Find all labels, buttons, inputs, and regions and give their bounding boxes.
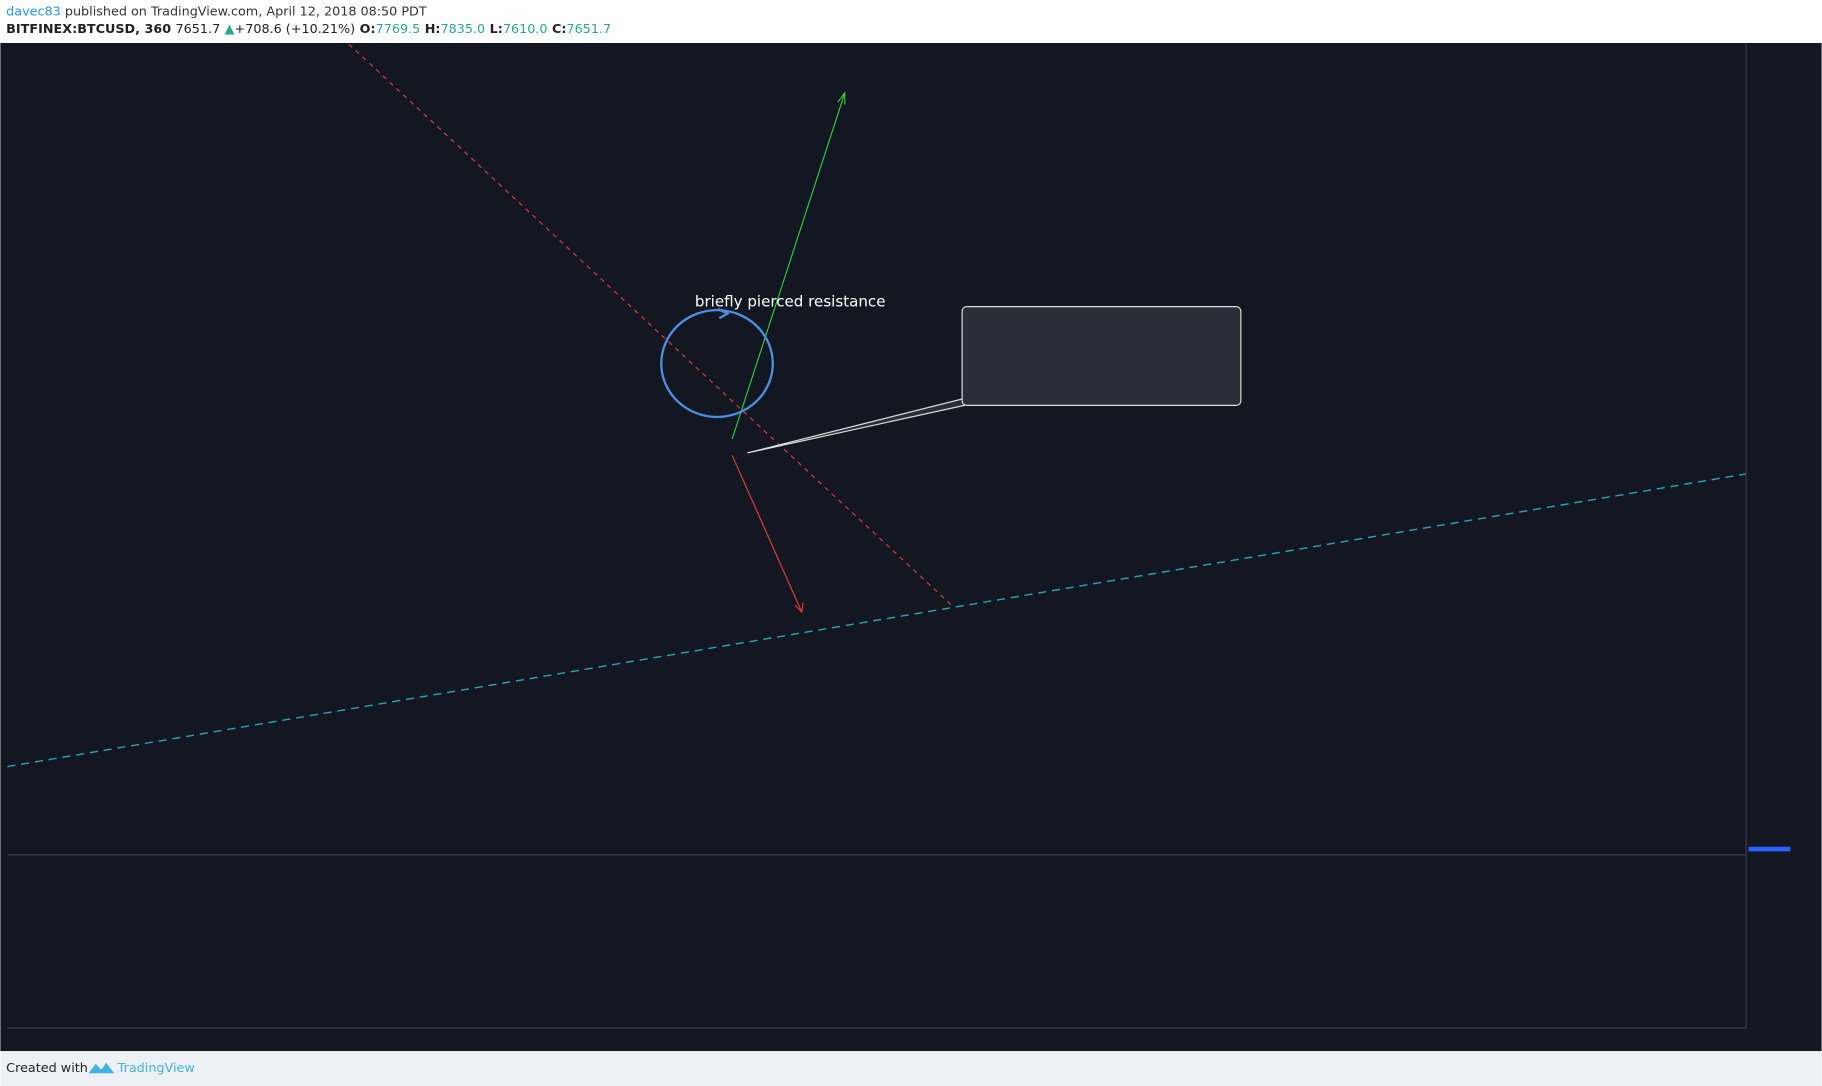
callout-box xyxy=(961,306,1242,406)
down-arrow xyxy=(731,455,803,613)
l: 7610.0 xyxy=(503,22,548,37)
published: published on TradingView.com, April 12, … xyxy=(65,4,427,19)
l-label: L: xyxy=(490,22,503,37)
symbol-line: BITFINEX:BTCUSD, 360 7651.7 ▲+708.6 (+10… xyxy=(6,22,611,37)
price: 7651.7 xyxy=(176,22,221,37)
symbol: BITFINEX:BTCUSD, 360 xyxy=(6,22,171,37)
range-bar xyxy=(1748,846,1791,852)
pierce-circle xyxy=(660,308,774,419)
support-line xyxy=(7,473,1747,768)
created: Created with xyxy=(6,1061,88,1076)
c-label: C: xyxy=(552,22,566,37)
up-arrow xyxy=(731,92,846,440)
circle-head xyxy=(717,307,730,320)
footer-bg xyxy=(0,1051,1822,1086)
h-label: H: xyxy=(425,22,441,37)
pierced-note: briefly pierced resistance xyxy=(695,292,886,310)
h: 7835.0 xyxy=(441,22,486,37)
down-arrow-head xyxy=(794,602,804,614)
chart-bg xyxy=(0,42,1822,1052)
change: +708.6 (+10.21%) xyxy=(235,22,356,37)
resistance-line xyxy=(348,44,954,607)
header-bg xyxy=(0,0,1822,43)
o-label: O: xyxy=(360,22,376,37)
brand[interactable]: TradingView xyxy=(117,1061,195,1076)
author[interactable]: davec83 xyxy=(6,4,61,19)
logo xyxy=(88,1062,115,1074)
header-line: davec83 published on TradingView.com, Ap… xyxy=(6,4,427,19)
drawings xyxy=(7,44,1747,768)
c: 7651.7 xyxy=(566,22,611,37)
arrow: ▲ xyxy=(225,22,235,37)
o: 7769.5 xyxy=(376,22,421,37)
up-arrow-head xyxy=(837,91,846,105)
